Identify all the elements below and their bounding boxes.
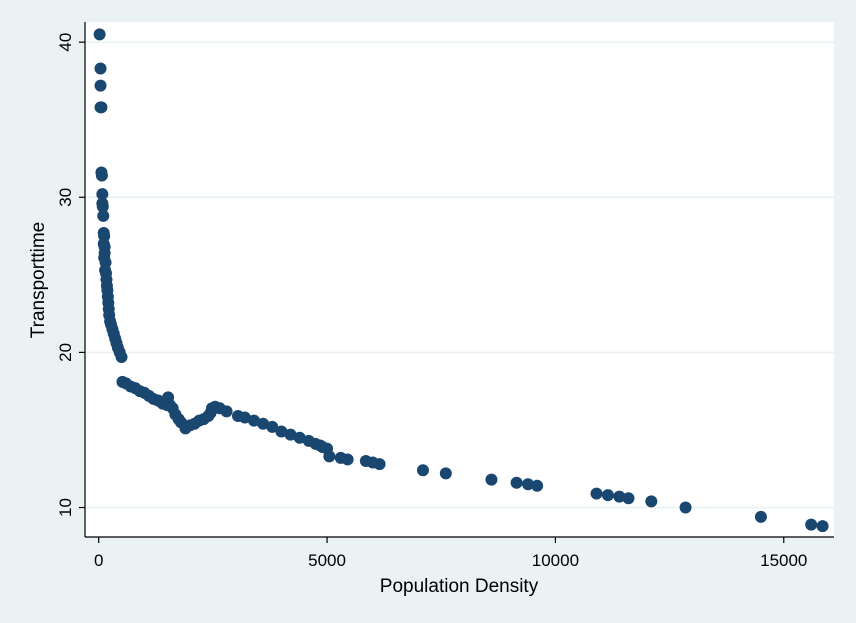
x-axis-title: Population Density [380, 576, 539, 597]
data-point [510, 476, 523, 489]
data-point [266, 420, 279, 433]
data-point [94, 79, 107, 92]
data-point [816, 520, 829, 533]
data-point [416, 464, 429, 477]
y-tick-label: 30 [56, 188, 75, 207]
data-point [238, 411, 251, 424]
data-point [373, 458, 386, 471]
data-point [645, 495, 658, 508]
x-tick-label: 5000 [308, 551, 346, 570]
data-point [531, 479, 544, 492]
x-tick-label: 10000 [532, 551, 579, 570]
plot-area [85, 22, 834, 537]
data-point [97, 209, 110, 222]
data-point [613, 490, 626, 503]
data-point [95, 101, 108, 114]
data-point [96, 188, 109, 201]
data-point [590, 487, 603, 500]
data-point [679, 501, 692, 514]
data-point [247, 414, 260, 427]
data-point [95, 169, 108, 182]
data-point [93, 28, 106, 41]
y-axis-title: Transporttime [28, 222, 49, 339]
data-point [485, 473, 498, 486]
data-point [284, 428, 297, 441]
x-tick-label: 15000 [760, 551, 807, 570]
data-point [323, 450, 336, 463]
y-tick-label: 40 [56, 33, 75, 52]
data-point [293, 431, 306, 444]
y-tick-label: 20 [56, 343, 75, 362]
data-point [522, 478, 535, 491]
data-point [94, 62, 107, 75]
y-axis-ticks: 10 20 30 40 [56, 33, 85, 517]
data-point [601, 489, 614, 502]
data-point [220, 405, 233, 418]
data-points [93, 28, 829, 533]
data-point [622, 492, 635, 505]
data-point [805, 518, 818, 531]
x-tick-label: 0 [94, 551, 103, 570]
x-axis-ticks: 0 5000 10000 15000 [94, 537, 807, 570]
data-point [341, 453, 354, 466]
y-tick-label: 10 [56, 498, 75, 517]
data-point [754, 510, 767, 523]
data-point [257, 417, 270, 430]
data-point [275, 425, 288, 438]
data-point [115, 351, 128, 364]
grid-lines [85, 41, 834, 509]
data-point [439, 467, 452, 480]
data-point [96, 200, 109, 213]
